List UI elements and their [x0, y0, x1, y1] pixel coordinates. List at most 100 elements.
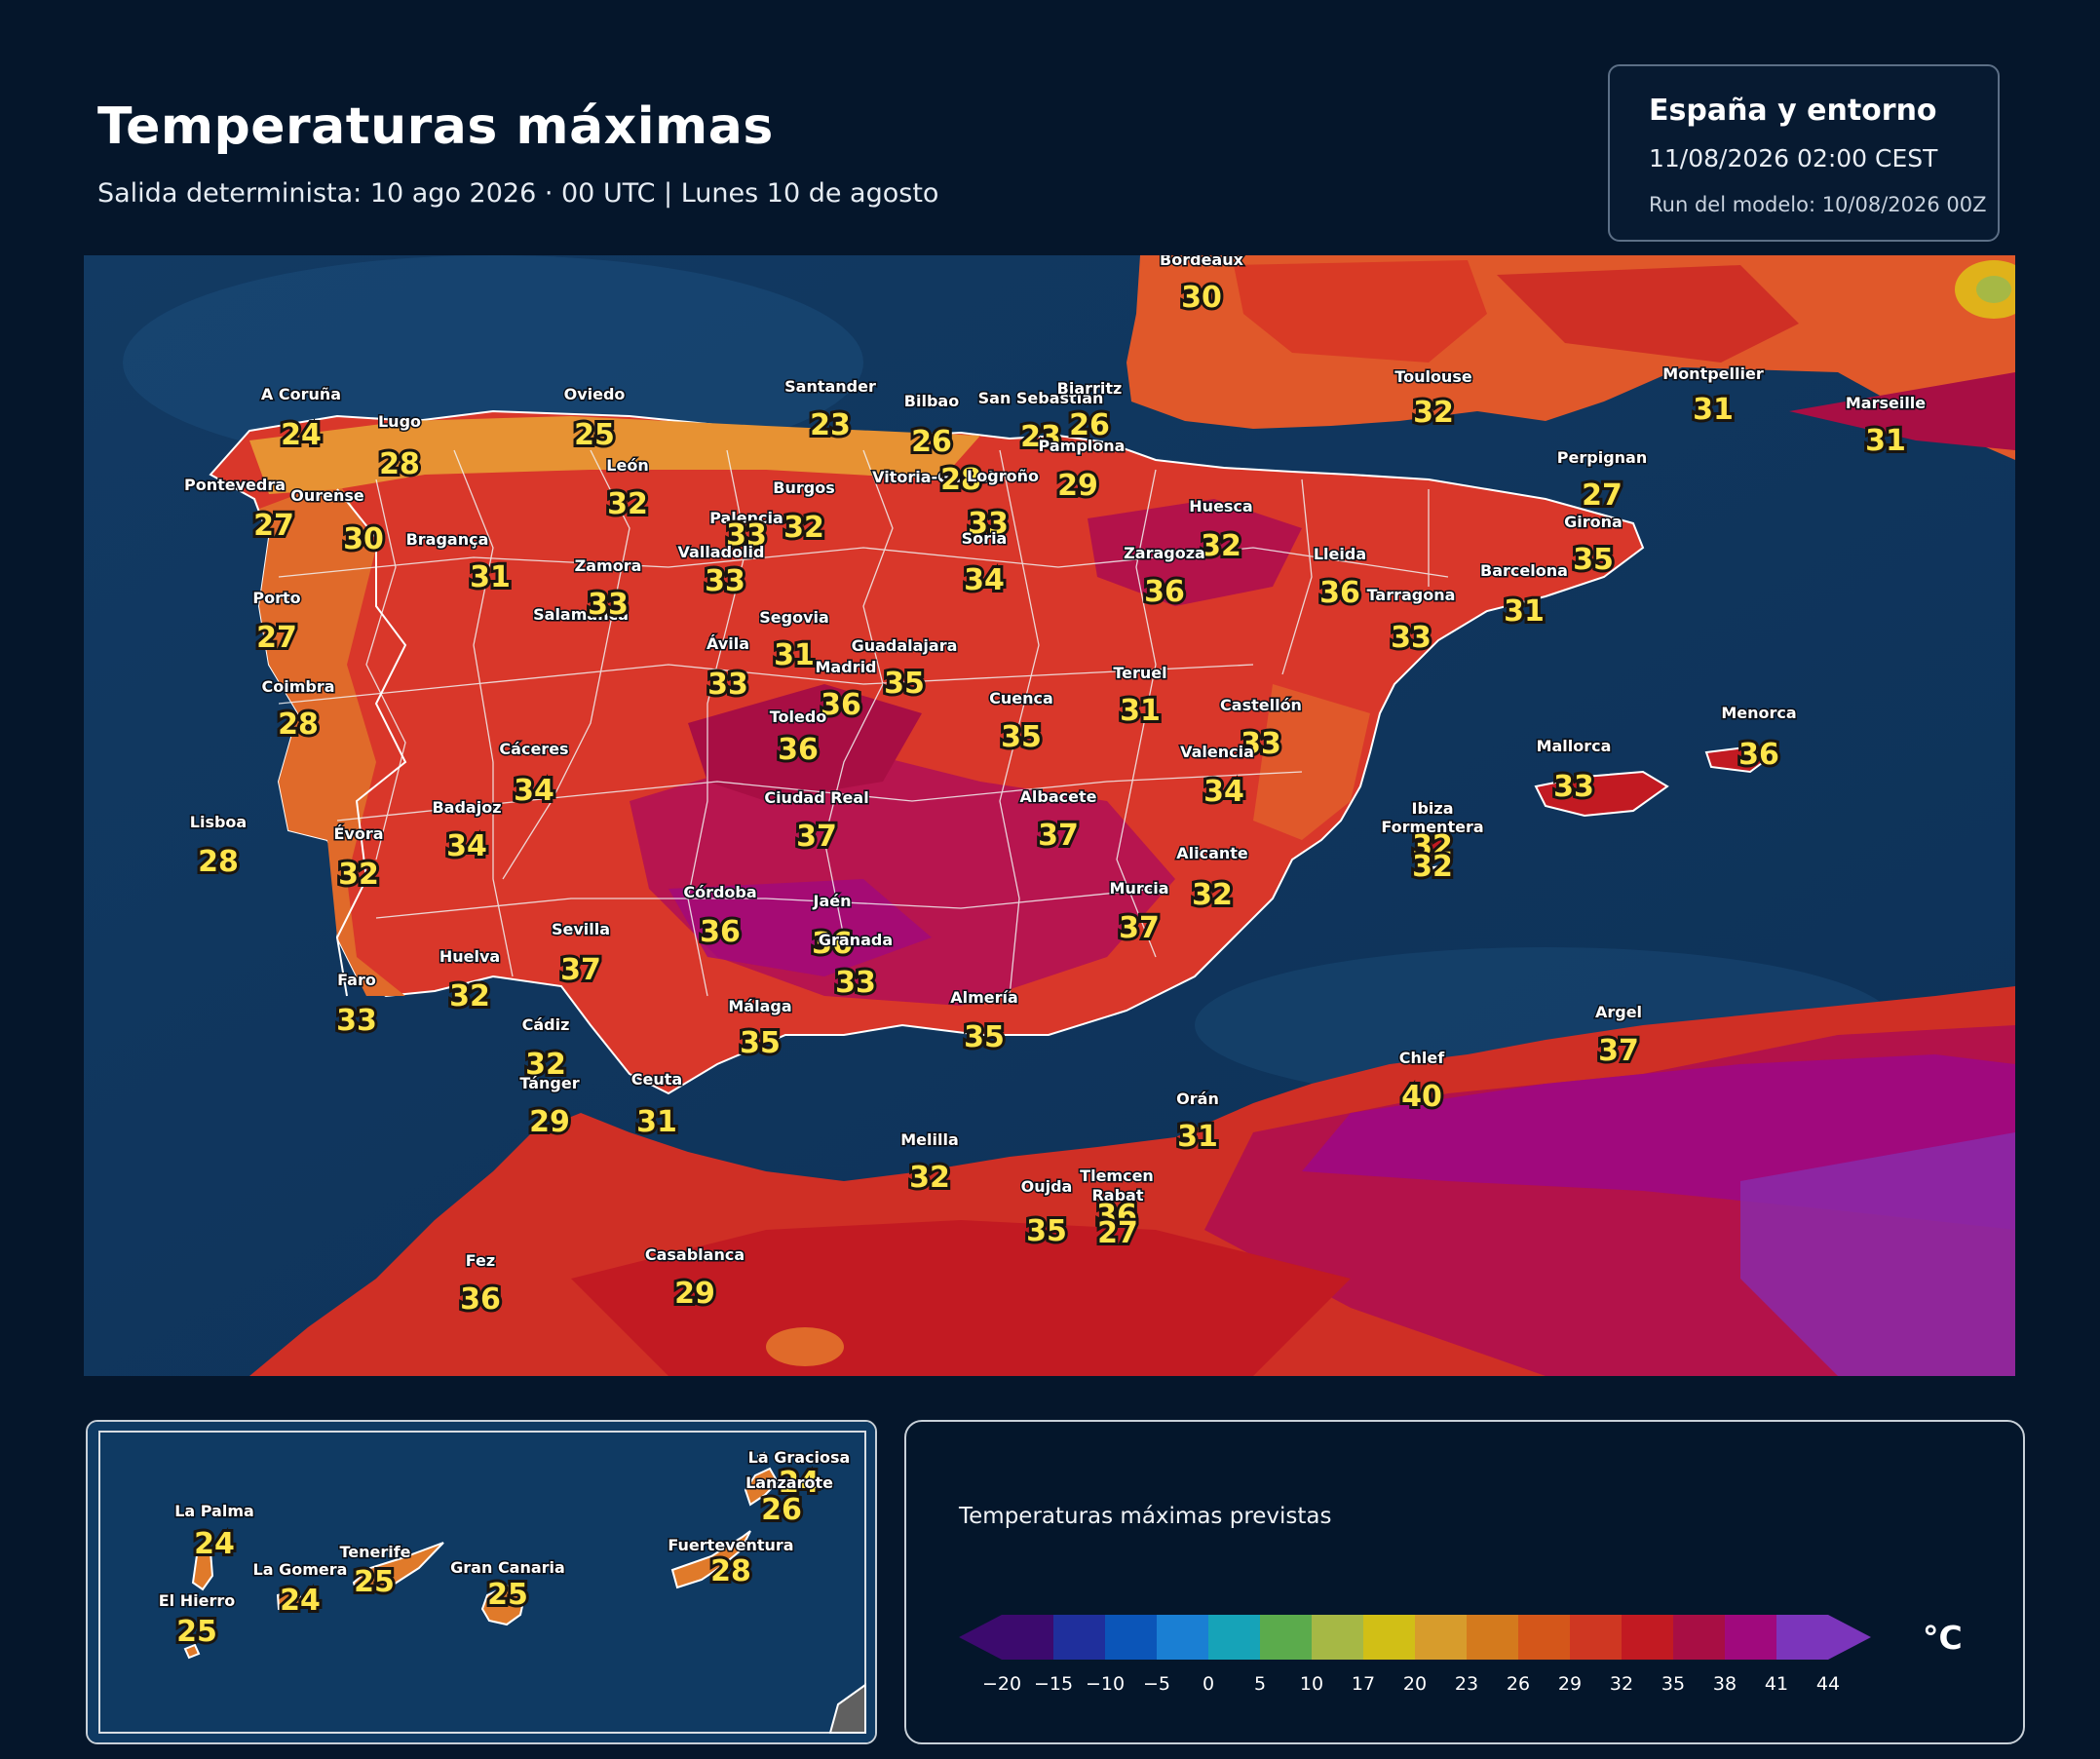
temperature-value: 33: [336, 1004, 377, 1038]
temperature-map[interactable]: Bordeaux 30 A Coruña 24 Lugo 28 Oviedo 25 Santan…: [84, 255, 2015, 1376]
city-name-label: Ciudad Real: [764, 788, 868, 807]
legend-title: Temperaturas máximas previstas: [959, 1504, 1332, 1529]
legend-unit: °C: [1923, 1619, 1963, 1657]
temperature-value: 27: [1097, 1216, 1138, 1250]
city-name-label: Casablanca: [645, 1245, 745, 1264]
city-name-label: Oujda: [1021, 1177, 1073, 1196]
city-name-label: Huelva: [439, 947, 500, 966]
city-name-label: Logroño: [967, 467, 1039, 485]
temperature-value: 24: [779, 1466, 820, 1500]
city-name-label: Valladolid: [678, 543, 765, 561]
city-name-label: Barcelona: [1480, 561, 1568, 580]
colorbar-tick-label: 41: [1764, 1673, 1789, 1695]
temperature-value: 33: [588, 588, 629, 622]
colorbar-segment: [1673, 1615, 1725, 1660]
city-name-label: Zamora: [575, 556, 642, 575]
temperature-value: 35: [1573, 543, 1614, 577]
colorbar-segment: [1312, 1615, 1363, 1660]
city-name-label: Tarragona: [1367, 586, 1456, 604]
temperature-value: 25: [176, 1615, 217, 1649]
temperature-value: 25: [574, 418, 615, 452]
colorbar-tick-label: −20: [981, 1673, 1022, 1695]
temperature-value: 36: [1096, 1199, 1137, 1233]
colorbar-tick-label: −15: [1033, 1673, 1074, 1695]
temperature-value: 36: [460, 1282, 501, 1317]
city-name-label: Jaén: [813, 892, 852, 910]
temperature-value: 33: [1553, 770, 1594, 804]
temperature-value: 40: [1401, 1080, 1442, 1114]
temperature-value: 33: [968, 507, 1009, 541]
city-name-label: A Coruña: [261, 385, 341, 403]
temperature-value: 28: [278, 707, 319, 742]
city-name-label: Almería: [950, 988, 1018, 1007]
colorbar-tick-label: 32: [1609, 1673, 1634, 1695]
city-name-label: Santander: [784, 377, 876, 396]
city-name-label: La Graciosa: [748, 1448, 851, 1467]
temperature-value: 32: [1413, 396, 1454, 430]
city-name-label: Coimbra: [261, 677, 334, 696]
temperature-value: 32: [338, 858, 379, 892]
temperature-value: 33: [1241, 727, 1281, 761]
city-name-label: Oviedo: [564, 385, 626, 403]
colorbar-tick-label: 20: [1402, 1673, 1428, 1695]
temperature-value: 28: [940, 463, 981, 497]
region-borders: [278, 449, 1449, 997]
city-name-label: Castellón: [1220, 696, 1302, 714]
colorbar-tick-label: 5: [1253, 1673, 1267, 1695]
city-name-label: Burgos: [773, 478, 834, 497]
city-name-label: Salamanca: [533, 605, 629, 624]
temperature-value: 26: [1069, 408, 1110, 442]
city-name-label: Tlemcen: [1080, 1166, 1154, 1185]
canary-islands-inset[interactable]: La Graciosa 24 Lanzarote 26 La Palma 24 Teneri…: [86, 1420, 877, 1744]
temperature-value: 30: [343, 522, 384, 556]
city-name-label: Biarritz: [1057, 379, 1123, 398]
temperature-value: 31: [1504, 594, 1545, 629]
colorbar-tick-label: 0: [1202, 1673, 1215, 1695]
temperature-value: 36: [700, 915, 741, 949]
temperature-value: 31: [1120, 694, 1161, 728]
colorbar-tick-label: 10: [1299, 1673, 1324, 1695]
colorbar-low-arrow: [959, 1615, 1002, 1660]
colorbar-segment: [1415, 1615, 1467, 1660]
city-name-label: Albacete: [1020, 787, 1097, 806]
temperature-value: 27: [256, 621, 297, 655]
city-name-label: Montpellier: [1662, 364, 1764, 383]
city-name-label: Cádiz: [522, 1015, 570, 1034]
city-name-label: Fez: [466, 1251, 495, 1270]
france-landmass: [1126, 255, 2015, 460]
city-name-label: Argel: [1595, 1003, 1642, 1021]
colorbar-tick-label: 38: [1712, 1673, 1737, 1695]
city-name-label: Teruel: [1113, 664, 1166, 682]
temperature-value: 35: [1026, 1214, 1067, 1248]
colorbar-tick-label: 23: [1454, 1673, 1479, 1695]
temperature-value: 36: [812, 927, 853, 961]
city-name-label: Huesca: [1189, 497, 1252, 516]
colorbar-segment: [1518, 1615, 1570, 1660]
temperature-value: 32: [1192, 878, 1233, 912]
temperature-value: 37: [1038, 819, 1079, 853]
city-name-label: Toledo: [770, 707, 827, 726]
temperature-value: 26: [761, 1493, 802, 1527]
legend-panel: Temperaturas máximas previstas −20 −15 −10…: [904, 1420, 2025, 1744]
temperature-value: 33: [726, 518, 767, 553]
colorbar-segment: [1363, 1615, 1415, 1660]
temperature-value: 29: [529, 1105, 570, 1139]
temperature-value: 37: [560, 953, 601, 987]
temperature-value: 34: [1203, 775, 1244, 809]
temperature-value: 37: [1598, 1034, 1639, 1068]
colorbar-segment: [1776, 1615, 1828, 1660]
temperature-value: 27: [1582, 478, 1623, 513]
city-name-label: Tánger: [519, 1074, 579, 1092]
colorbar-tick-label: 35: [1661, 1673, 1686, 1695]
temperature-value: 26: [911, 425, 952, 459]
city-name-label: Segovia: [759, 608, 829, 627]
temperature-value: 31: [774, 638, 815, 672]
city-name-label: Formentera: [1381, 818, 1483, 836]
city-name-label: Gran Canaria: [450, 1558, 565, 1577]
temperature-value: 31: [1177, 1120, 1218, 1154]
temperature-value: 29: [674, 1277, 715, 1311]
temperature-value: 36: [821, 688, 861, 722]
temperature-value: 34: [964, 563, 1005, 597]
colorbar-tick-label: 44: [1815, 1673, 1841, 1695]
page-title: Temperaturas máximas: [97, 97, 774, 156]
